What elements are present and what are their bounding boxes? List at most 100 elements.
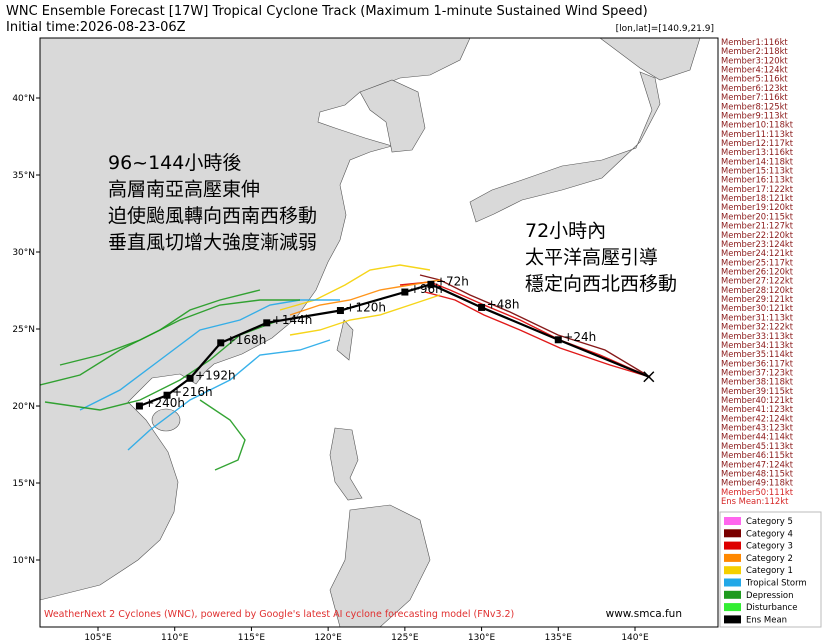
member-label: Member37:123kt	[721, 367, 794, 377]
member-label: Member26:120kt	[721, 267, 794, 277]
time-label: +120h	[345, 301, 386, 315]
annotation: 太平洋高壓引導	[525, 247, 658, 269]
member-label: Member41:123kt	[721, 404, 794, 414]
member-label: Member22:120kt	[721, 230, 794, 240]
legend-swatch	[724, 603, 741, 612]
member-label: Member25:117kt	[721, 257, 794, 267]
annotation: 垂直風切增大強度漸減弱	[108, 232, 317, 254]
track	[127, 339, 331, 451]
member-label: Member35:114kt	[721, 349, 794, 359]
lon-label: 135°E	[545, 633, 573, 643]
member-label: Member6:123kt	[721, 83, 788, 93]
member-label: Member40:121kt	[721, 395, 794, 405]
member-label: Member30:121kt	[721, 303, 794, 313]
member-label: Member2:118kt	[721, 46, 788, 56]
member-label: Member4:124kt	[721, 65, 788, 75]
legend-label: Depression	[746, 591, 794, 601]
position: [lon,lat]=[140.9,21.9]	[616, 24, 714, 34]
legend-label: Category 2	[746, 554, 793, 564]
member-label: Member9:113kt	[721, 110, 788, 120]
track	[79, 299, 340, 411]
time-label: +216h	[172, 385, 213, 399]
member-label: Member50:111kt	[721, 487, 794, 497]
legend-label: Category 3	[746, 542, 793, 552]
lon-label: 115°E	[238, 633, 266, 643]
member-label: Member44:114kt	[721, 432, 794, 442]
time-label: +168h	[226, 333, 267, 347]
lat-label: 35°N	[12, 171, 35, 181]
legend-swatch	[724, 517, 741, 525]
track	[289, 294, 441, 336]
member-label: Member24:121kt	[721, 248, 794, 258]
member-label: Member17:122kt	[721, 184, 794, 194]
time-label: +48h	[487, 297, 520, 311]
member-label: Member5:116kt	[721, 74, 788, 84]
member-label: Member46:115kt	[721, 450, 794, 460]
annotation: 穩定向西北西移動	[525, 273, 677, 295]
land	[40, 38, 701, 627]
member-label: Member23:124kt	[721, 239, 794, 249]
time-label: +96h	[410, 282, 443, 296]
start-marker	[643, 371, 655, 383]
member-label: Member49:118kt	[721, 478, 794, 488]
member-label: Member1:116kt	[721, 37, 788, 47]
time-label: +240h	[144, 396, 185, 410]
time-label: +192h	[195, 368, 236, 382]
mean-point	[336, 307, 344, 315]
member-label: Member43:123kt	[721, 423, 794, 433]
lat-label: 15°N	[12, 479, 35, 489]
member-label: Member13:116kt	[721, 147, 794, 157]
mean-point	[401, 288, 409, 296]
lat-label: 30°N	[12, 248, 35, 258]
legend-swatch	[724, 615, 741, 624]
mean-point	[163, 391, 171, 399]
member-label: Member16:113kt	[721, 175, 794, 185]
lon-label: 140°E	[621, 633, 649, 643]
member-label: Member19:120kt	[721, 202, 794, 212]
initial-time: Initial time:2026-08-23-06Z	[6, 20, 186, 35]
member-label: Member11:113kt	[721, 129, 794, 139]
time-label: +144h	[272, 313, 313, 327]
mean-point	[186, 374, 194, 382]
credit: WeatherNext 2 Cyclones (WNC), powered by…	[44, 609, 514, 620]
annotation: 迫使颱風轉向西南西移動	[108, 205, 317, 227]
legend-swatch	[724, 529, 741, 538]
legend-label: Disturbance	[746, 603, 797, 613]
member-label: Member39:115kt	[721, 386, 794, 396]
member-label: Member8:125kt	[721, 101, 788, 111]
member-label: Member21:127kt	[721, 221, 794, 231]
track	[59, 299, 300, 366]
track	[279, 264, 431, 311]
lon-label: 125°E	[391, 633, 419, 643]
site: www.smca.fun	[606, 608, 682, 620]
member-label: Ens Mean:112kt	[721, 496, 789, 506]
track	[289, 279, 441, 316]
legend-label: Category 1	[746, 566, 793, 576]
time-label: +24h	[563, 330, 596, 344]
member-label: Member32:122kt	[721, 322, 794, 332]
mean-point	[263, 319, 271, 327]
legend-label: Category 5	[746, 517, 793, 527]
member-label: Member15:113kt	[721, 166, 794, 176]
member-label: Member42:124kt	[721, 413, 794, 423]
lat-label: 20°N	[12, 402, 35, 412]
member-label: Member31:113kt	[721, 312, 794, 322]
member-label: Member12:117kt	[721, 138, 794, 148]
legend-swatch	[724, 553, 741, 562]
lat-label: 40°N	[12, 94, 35, 104]
track	[424, 291, 651, 378]
legend-swatch	[724, 590, 741, 599]
lon-label: 120°E	[314, 633, 342, 643]
lat-label: 10°N	[12, 556, 35, 566]
mean-point	[554, 336, 562, 344]
member-label: Member36:117kt	[721, 358, 794, 368]
member-label: Member27:122kt	[721, 276, 794, 286]
mean-point	[135, 402, 143, 410]
member-label: Member3:120kt	[721, 55, 788, 65]
member-label: Member7:116kt	[721, 92, 788, 102]
member-label: Member28:120kt	[721, 285, 794, 295]
member-label: Member33:113kt	[721, 331, 794, 341]
track	[199, 399, 246, 471]
title: WNC Ensemble Forecast [17W] Tropical Cyc…	[6, 4, 648, 19]
